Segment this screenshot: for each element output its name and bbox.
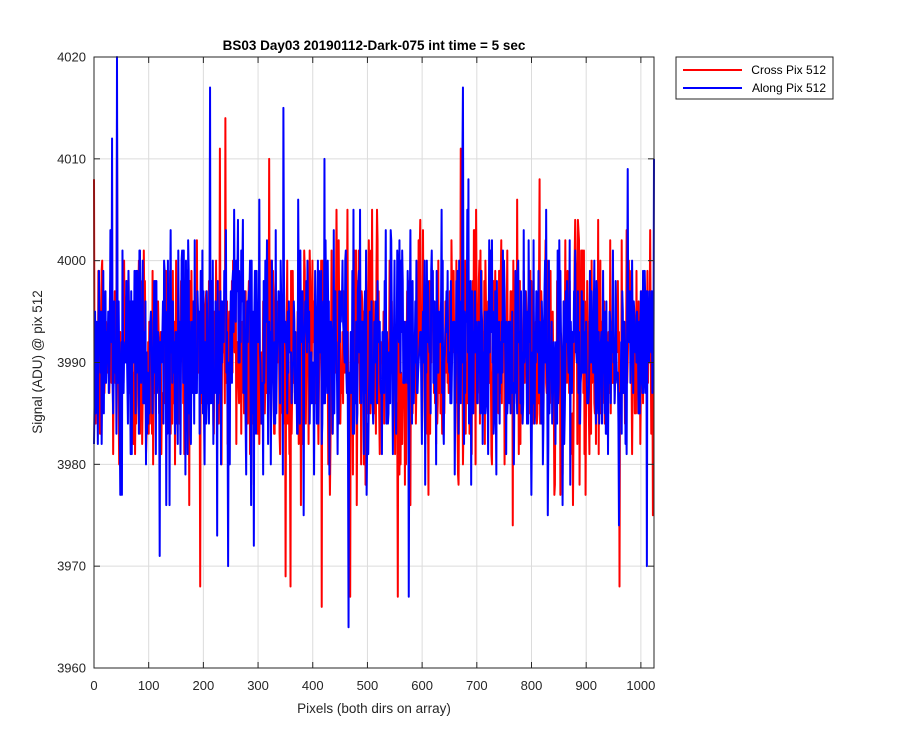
legend-label-along: Along Pix 512 <box>752 81 826 95</box>
x-tick-labels: 0 100 200 300 400 500 600 700 800 900 1000 <box>90 678 655 693</box>
y-tick-label: 3990 <box>57 355 86 370</box>
legend-label-cross: Cross Pix 512 <box>751 63 826 77</box>
x-tick-label: 1000 <box>626 678 655 693</box>
x-tick-label: 500 <box>357 678 379 693</box>
y-tick-label: 3980 <box>57 457 86 472</box>
y-tick-label: 4000 <box>57 253 86 268</box>
y-tick-labels: 3960 3970 3980 3990 4000 4010 4020 <box>57 50 86 676</box>
x-axis-label: Pixels (both dirs on array) <box>297 701 451 716</box>
x-tick-label: 100 <box>138 678 160 693</box>
y-axis-label: Signal (ADU) @ pix 512 <box>30 290 45 434</box>
y-tick-label: 3960 <box>57 661 86 676</box>
x-tick-label: 700 <box>466 678 488 693</box>
x-tick-label: 0 <box>90 678 97 693</box>
x-tick-label: 400 <box>302 678 324 693</box>
x-tick-label: 800 <box>521 678 543 693</box>
y-tick-label: 4010 <box>57 151 86 166</box>
x-tick-label: 900 <box>575 678 597 693</box>
x-tick-label: 300 <box>247 678 269 693</box>
y-tick-label: 3970 <box>57 559 86 574</box>
x-tick-label: 600 <box>411 678 433 693</box>
chart-title: BS03 Day03 20190112-Dark-075 int time = … <box>223 38 526 53</box>
tick-marks <box>93 56 654 669</box>
legend: Cross Pix 512 Along Pix 512 <box>675 56 834 100</box>
series-line-along-pix-512 <box>93 56 655 629</box>
x-tick-label: 200 <box>193 678 215 693</box>
legend-box <box>675 56 834 100</box>
series-layer <box>93 56 655 629</box>
y-tick-label: 4020 <box>57 50 86 65</box>
